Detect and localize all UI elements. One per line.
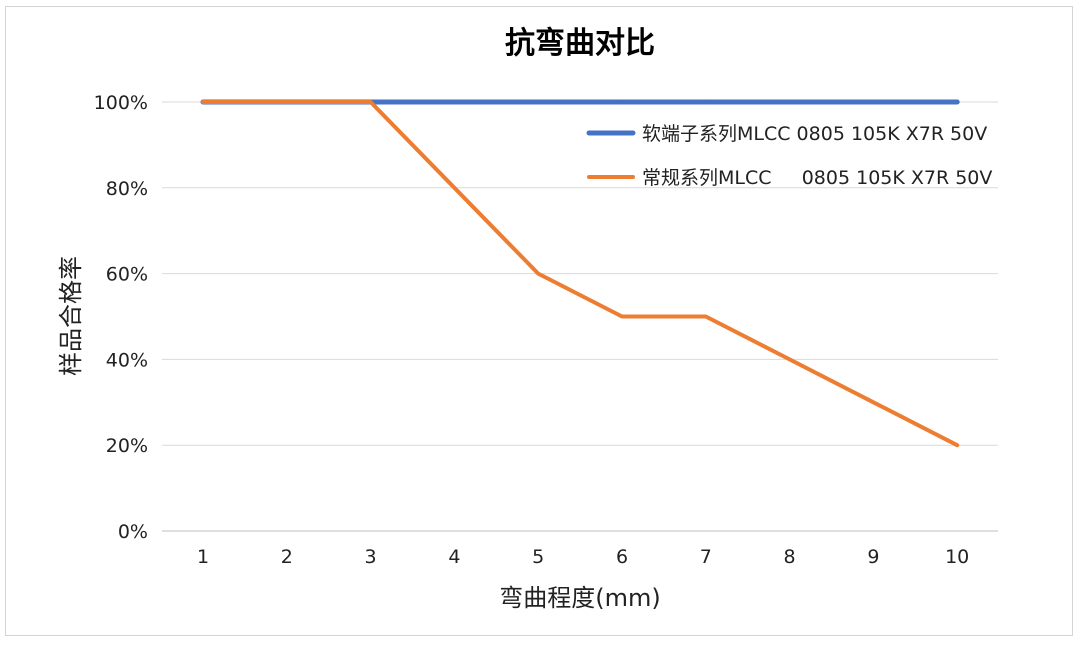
x-tick-label: 10	[945, 546, 969, 568]
x-tick-label: 4	[448, 546, 460, 568]
data-point	[705, 315, 707, 318]
x-axis-ticks: 1 2 3 4 5 6 7 8 9 10	[197, 546, 969, 568]
x-axis-label: 弯曲程度(mm)	[499, 584, 660, 612]
y-axis-label: 样品合格率	[57, 256, 85, 376]
data-point	[872, 101, 875, 103]
x-tick-label: 8	[784, 546, 796, 568]
legend: 软端子系列MLCC 0805 105K X7R 50V 常规系列MLCC 0805…	[586, 123, 992, 189]
data-point	[202, 101, 204, 103]
y-tick-label: 20%	[106, 435, 148, 457]
x-tick-label: 9	[867, 546, 879, 568]
x-tick-label: 1	[197, 546, 209, 568]
y-tick-label: 80%	[106, 178, 148, 200]
y-tick-label: 40%	[106, 349, 148, 371]
data-point	[621, 315, 623, 318]
legend-label: 常规系列MLCC 0805 105K X7R 50V	[642, 167, 992, 189]
data-point	[705, 101, 707, 103]
data-point	[956, 444, 958, 447]
y-tick-label: 60%	[106, 264, 148, 286]
y-axis-ticks: 0% 20% 40% 60% 80% 100%	[94, 92, 148, 543]
data-point	[788, 358, 791, 361]
data-point	[453, 187, 456, 189]
x-tick-label: 7	[700, 546, 712, 568]
x-tick-label: 6	[616, 546, 628, 568]
data-point	[872, 401, 875, 404]
data-point	[369, 101, 372, 103]
data-point	[286, 101, 288, 103]
data-point	[956, 101, 958, 103]
data-point	[537, 272, 539, 275]
y-tick-label: 0%	[118, 521, 148, 543]
series-line-2	[201, 100, 960, 448]
data-point	[537, 101, 539, 103]
data-point	[453, 101, 456, 103]
data-point	[621, 101, 623, 103]
x-tick-label: 2	[281, 546, 293, 568]
x-tick-label: 5	[532, 546, 544, 568]
chart-title: 抗弯曲对比	[505, 26, 655, 61]
y-tick-label: 100%	[94, 92, 148, 114]
legend-label: 软端子系列MLCC 0805 105K X7R 50V	[642, 123, 987, 145]
data-point	[788, 101, 791, 103]
x-tick-label: 3	[365, 546, 377, 568]
series-lines	[200, 99, 960, 448]
